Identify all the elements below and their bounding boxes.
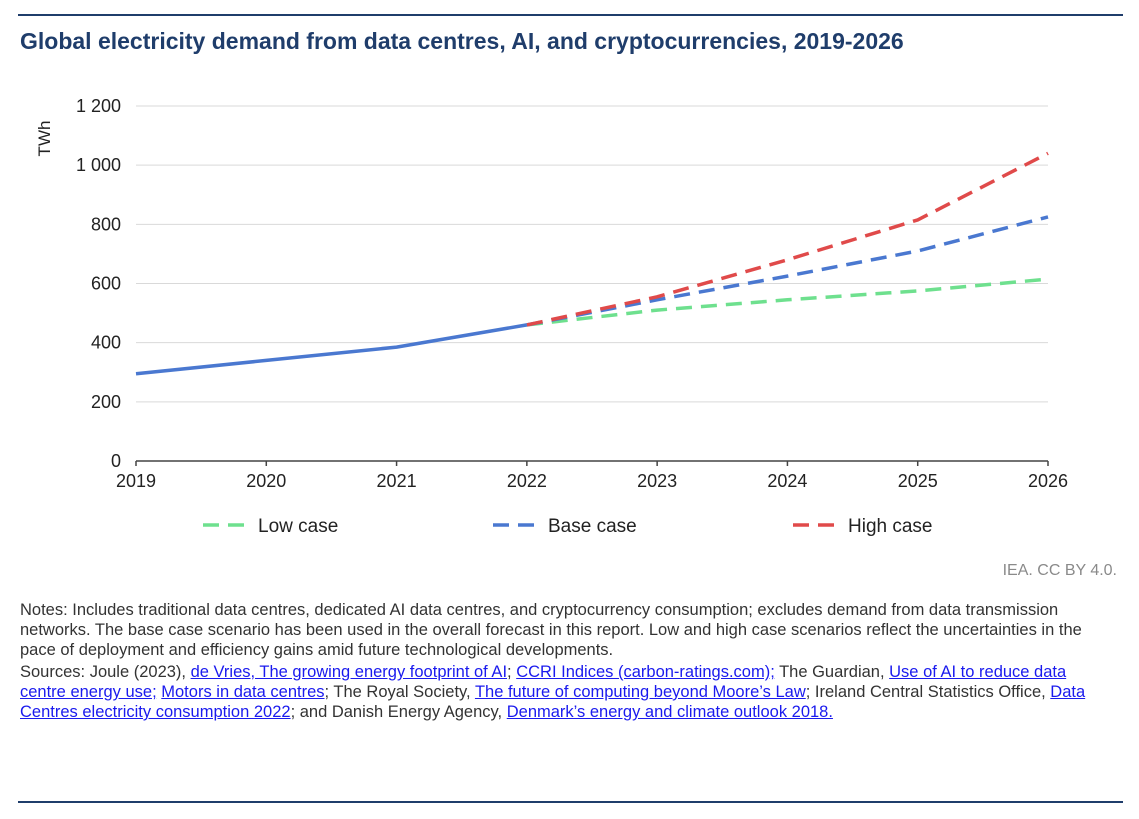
x-tick-label: 2021 [377, 471, 417, 491]
x-tick-label: 2025 [898, 471, 938, 491]
top-rule [18, 14, 1123, 16]
source-link-motors[interactable]: Motors in data centres [161, 683, 325, 701]
y-tick-label: 800 [91, 214, 121, 234]
legend-label: Base case [548, 516, 637, 537]
chart-title: Global electricity demand from data cent… [20, 28, 904, 54]
sources-text-part: ; [507, 663, 517, 681]
series-line-high-case [526, 151, 1049, 327]
y-tick-label: 0 [111, 451, 121, 471]
legend-label: Low case [258, 516, 338, 537]
credit-text: IEA. CC BY 4.0. [1002, 562, 1117, 579]
y-tick-label: 1 000 [76, 155, 121, 175]
sources-text-part: ; Ireland Central Statistics Office, [805, 683, 1051, 701]
series-line-base-case [526, 215, 1049, 327]
y-tick-label: 400 [91, 333, 121, 353]
sources-text-part: The Guardian, [774, 663, 890, 681]
x-tick-label: 2022 [507, 471, 547, 491]
y-tick-label: 1 200 [76, 96, 121, 116]
x-tick-label: 2020 [246, 471, 286, 491]
source-link-de-vries[interactable]: de Vries, The growing energy footprint o… [190, 663, 508, 681]
x-tick-label: 2019 [116, 471, 156, 491]
series-line-historical [135, 323, 528, 376]
legend-label: High case [848, 516, 933, 537]
sources-text-part: ; and Danish Energy Agency, [290, 703, 507, 721]
source-link-ccri[interactable]: CCRI Indices (carbon-ratings.com); [516, 663, 775, 681]
y-tick-label: 200 [91, 392, 121, 412]
sources-text-part: Sources: Joule (2023), [20, 663, 191, 681]
series-line-low-case [526, 277, 1049, 327]
source-link-danish-energy[interactable]: Denmark’s energy and climate outlook 201… [506, 703, 833, 721]
x-tick-label: 2024 [767, 471, 807, 491]
y-axis-label: TWh [35, 121, 54, 157]
source-link-guardian[interactable]: Use of AI to reduce data centre energy u… [20, 663, 1067, 701]
sources-text: Sources: Joule (2023), de Vries, The gro… [20, 662, 1115, 722]
bottom-rule [18, 801, 1123, 803]
source-link-cso[interactable]: Data Centres electricity consumption 202… [20, 683, 1086, 721]
x-tick-label: 2026 [1028, 471, 1068, 491]
source-link-royal-society[interactable]: The future of computing beyond Moore’s L… [474, 683, 806, 701]
sources-text-part: ; The Royal Society, [324, 683, 475, 701]
notes-text: Notes: Includes traditional data centres… [20, 601, 1082, 659]
y-tick-label: 600 [91, 274, 121, 294]
x-tick-label: 2023 [637, 471, 677, 491]
line-chart: 0 200 400 600 800 1 000 1 200 2019 2020 2021 2022 2… [35, 96, 1068, 537]
notes-block: Notes: Includes traditional data centres… [20, 600, 1115, 722]
